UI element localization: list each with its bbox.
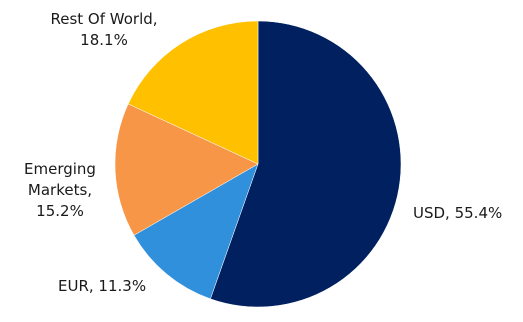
slice-label-usd: USD, 55.4%	[413, 204, 502, 222]
slice-label-line: Markets,	[28, 181, 92, 199]
slice-label-line: 15.2%	[36, 202, 84, 220]
pie-slices	[114, 20, 402, 308]
slice-label-rest-of-world: Rest Of World, 18.1%	[50, 10, 157, 49]
slice-label-line: USD, 55.4%	[413, 204, 502, 222]
slice-label-line: Emerging	[24, 160, 96, 178]
slice-label-emerging-markets: Emerging Markets, 15.2%	[24, 160, 96, 220]
slice-labels: USD, 55.4% EUR, 11.3% Emerging Markets, 15.2…	[24, 10, 502, 295]
pie-slice-emerging-markets	[114, 103, 259, 236]
pie-slice-rest-of-world	[127, 20, 259, 165]
pie-slice-eur	[133, 163, 259, 300]
slice-label-line: 18.1%	[80, 31, 128, 49]
slice-label-line: EUR, 11.3%	[58, 277, 146, 295]
slice-label-eur: EUR, 11.3%	[58, 277, 146, 295]
slice-label-line: Rest Of World,	[50, 10, 157, 28]
